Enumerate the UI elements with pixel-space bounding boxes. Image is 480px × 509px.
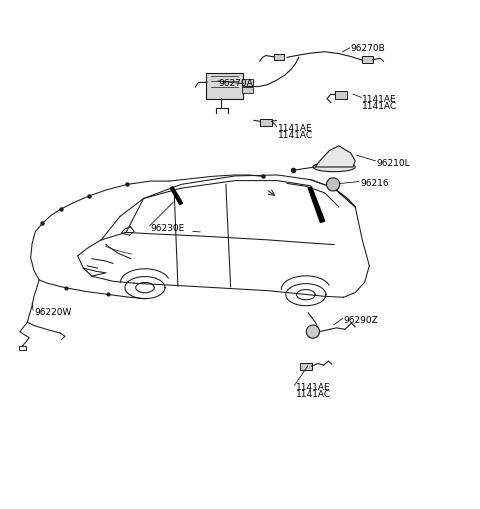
Text: 1141AC: 1141AC bbox=[277, 131, 313, 140]
Text: 96230E: 96230E bbox=[151, 224, 185, 233]
Circle shape bbox=[326, 179, 340, 191]
Bar bbox=[242, 80, 252, 87]
Polygon shape bbox=[315, 147, 355, 167]
Bar bbox=[242, 88, 252, 94]
Text: 1141AE: 1141AE bbox=[296, 382, 330, 391]
Bar bbox=[260, 119, 272, 127]
Text: 1141AC: 1141AC bbox=[362, 102, 397, 111]
Bar bbox=[336, 92, 347, 100]
Text: 96210L: 96210L bbox=[376, 158, 410, 167]
Bar bbox=[362, 58, 372, 64]
Text: 96290Z: 96290Z bbox=[344, 316, 378, 325]
FancyBboxPatch shape bbox=[206, 74, 243, 100]
Text: 96270B: 96270B bbox=[350, 44, 385, 53]
Text: 96270A: 96270A bbox=[219, 79, 253, 88]
Circle shape bbox=[306, 325, 320, 338]
Bar bbox=[300, 363, 312, 371]
Text: 96216: 96216 bbox=[360, 179, 389, 188]
Text: 96220W: 96220W bbox=[34, 307, 72, 316]
Text: 1141AC: 1141AC bbox=[296, 389, 331, 399]
Polygon shape bbox=[308, 187, 324, 223]
Bar bbox=[274, 54, 284, 61]
Polygon shape bbox=[170, 187, 182, 205]
Text: 1141AE: 1141AE bbox=[362, 95, 397, 104]
Ellipse shape bbox=[313, 163, 355, 173]
Text: 1141AE: 1141AE bbox=[277, 124, 312, 133]
Bar bbox=[19, 346, 26, 351]
